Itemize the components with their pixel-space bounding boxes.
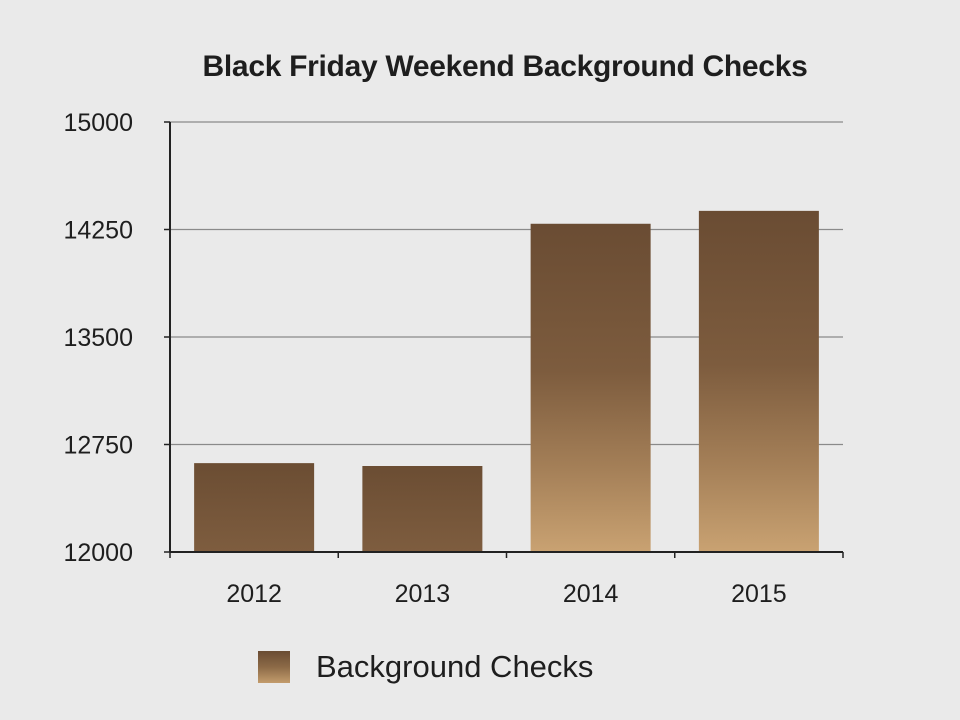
bar <box>698 210 819 552</box>
bars <box>194 210 819 552</box>
y-tick-label: 12000 <box>63 539 133 567</box>
y-tick-label: 12750 <box>63 432 133 460</box>
axes <box>164 121 844 558</box>
chart-title: Black Friday Weekend Background Checks <box>202 50 808 83</box>
x-tick-label: 2013 <box>395 580 451 608</box>
tick-labels: 12000 12750 13500 14250 15000 2012 2013 2014 201… <box>63 109 786 608</box>
legend: Background Checks <box>258 649 594 684</box>
y-tick-label: 13500 <box>63 324 133 352</box>
bar <box>194 463 315 552</box>
legend-swatch <box>258 651 290 683</box>
x-tick-label: 2012 <box>226 580 282 608</box>
y-tick-label: 14250 <box>63 217 133 245</box>
x-tick-label: 2015 <box>731 580 787 608</box>
bar <box>530 223 651 552</box>
y-tick-label: 15000 <box>63 109 133 137</box>
bar <box>362 466 483 552</box>
x-tick-label: 2014 <box>563 580 619 608</box>
legend-label: Background Checks <box>316 649 594 684</box>
